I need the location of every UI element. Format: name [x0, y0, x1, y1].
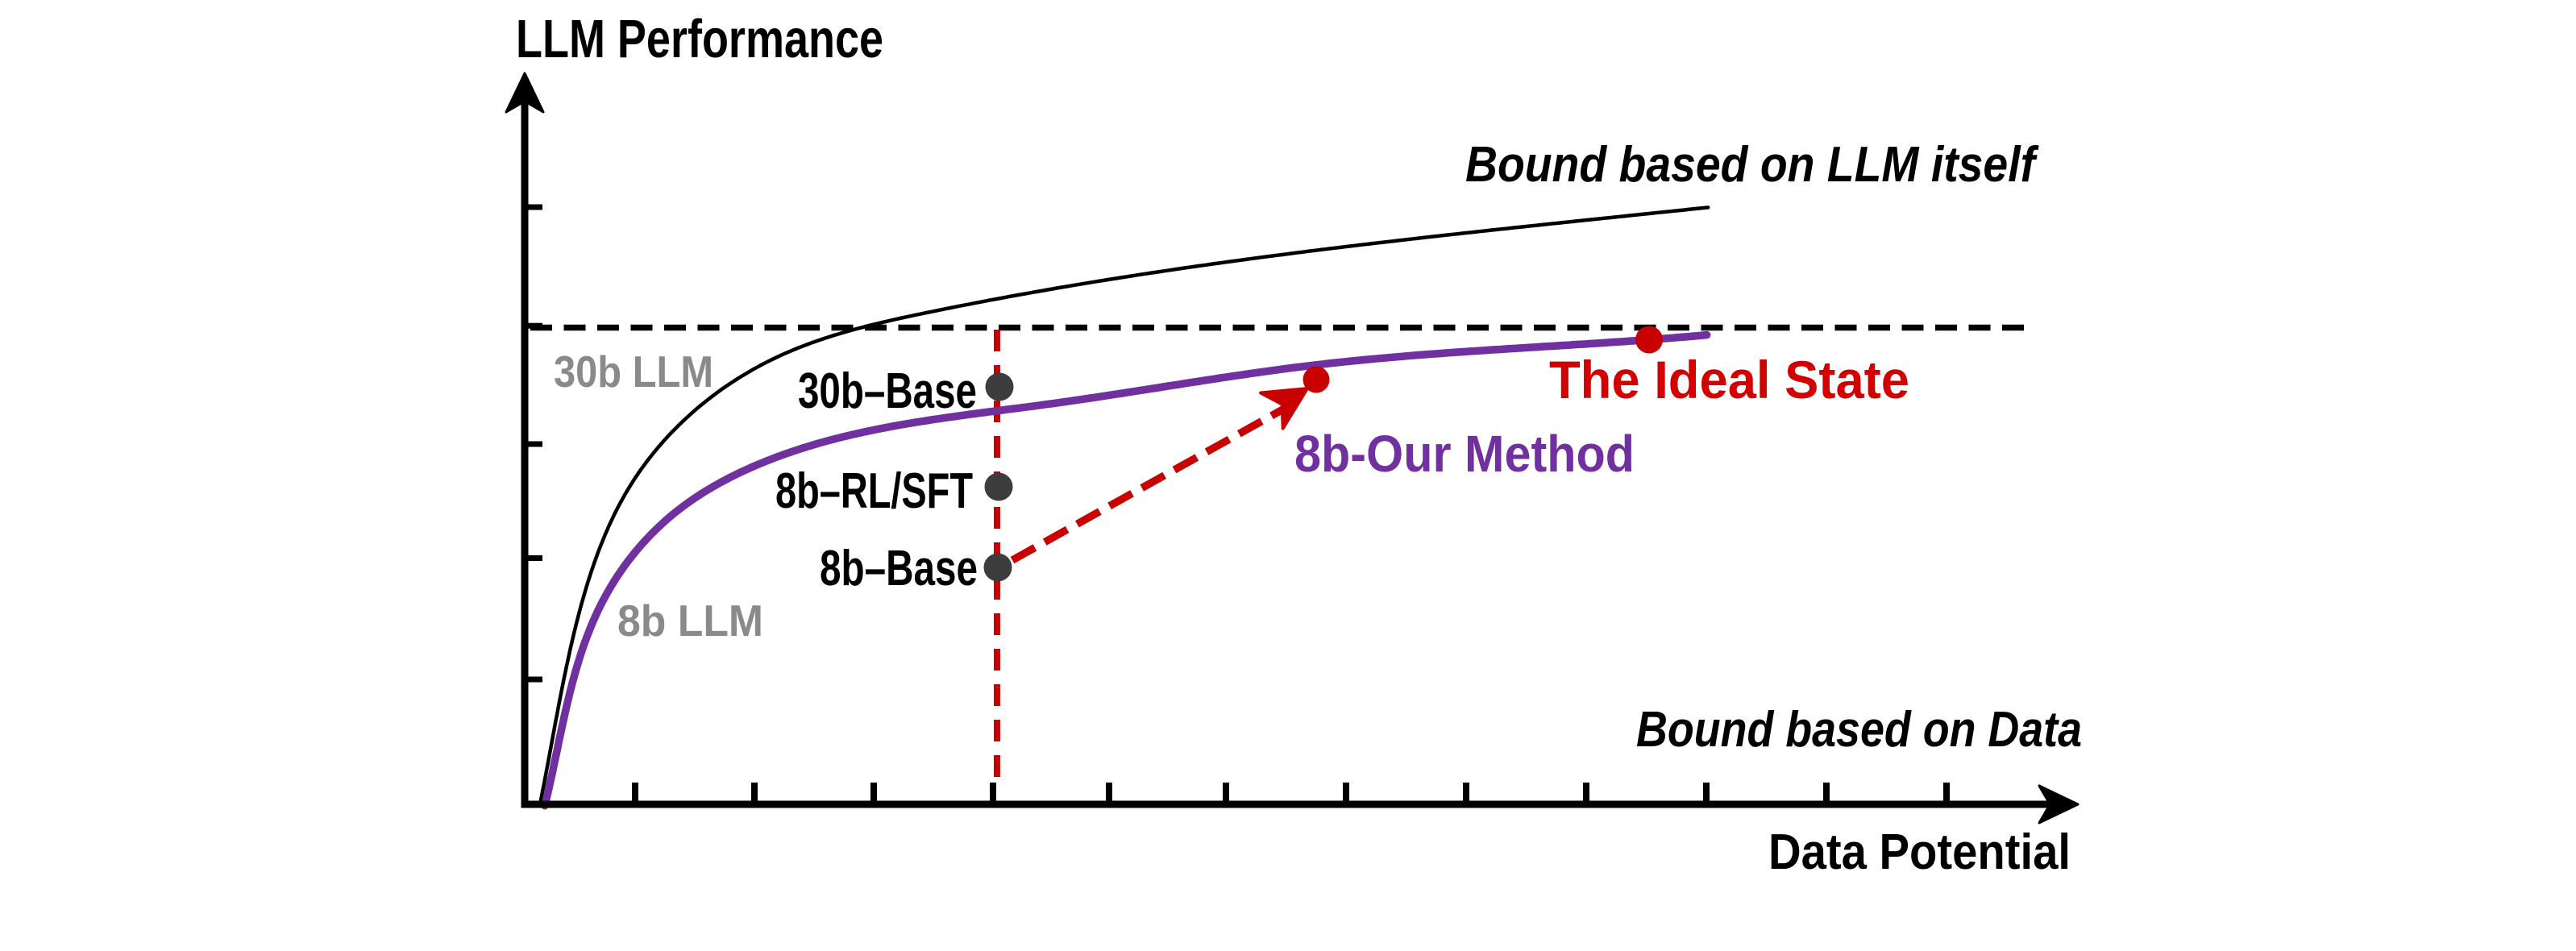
- svg-text:Data Potential: Data Potential: [1768, 824, 2071, 880]
- svg-text:8b-Our Method: 8b-Our Method: [1294, 425, 1635, 483]
- svg-text:8b–Base: 8b–Base: [820, 541, 978, 596]
- svg-text:8b LLM: 8b LLM: [617, 596, 763, 646]
- svg-text:The Ideal State: The Ideal State: [1549, 350, 1909, 409]
- svg-text:30b–Base: 30b–Base: [798, 363, 977, 419]
- svg-text:30b LLM: 30b LLM: [554, 347, 713, 397]
- svg-text:8b–RL/SFT: 8b–RL/SFT: [775, 463, 973, 519]
- svg-text:Bound based on LLM itself: Bound based on LLM itself: [1465, 137, 2039, 193]
- svg-text:Bound based on Data: Bound based on Data: [1636, 702, 2082, 758]
- svg-text:LLM Performance: LLM Performance: [516, 9, 883, 69]
